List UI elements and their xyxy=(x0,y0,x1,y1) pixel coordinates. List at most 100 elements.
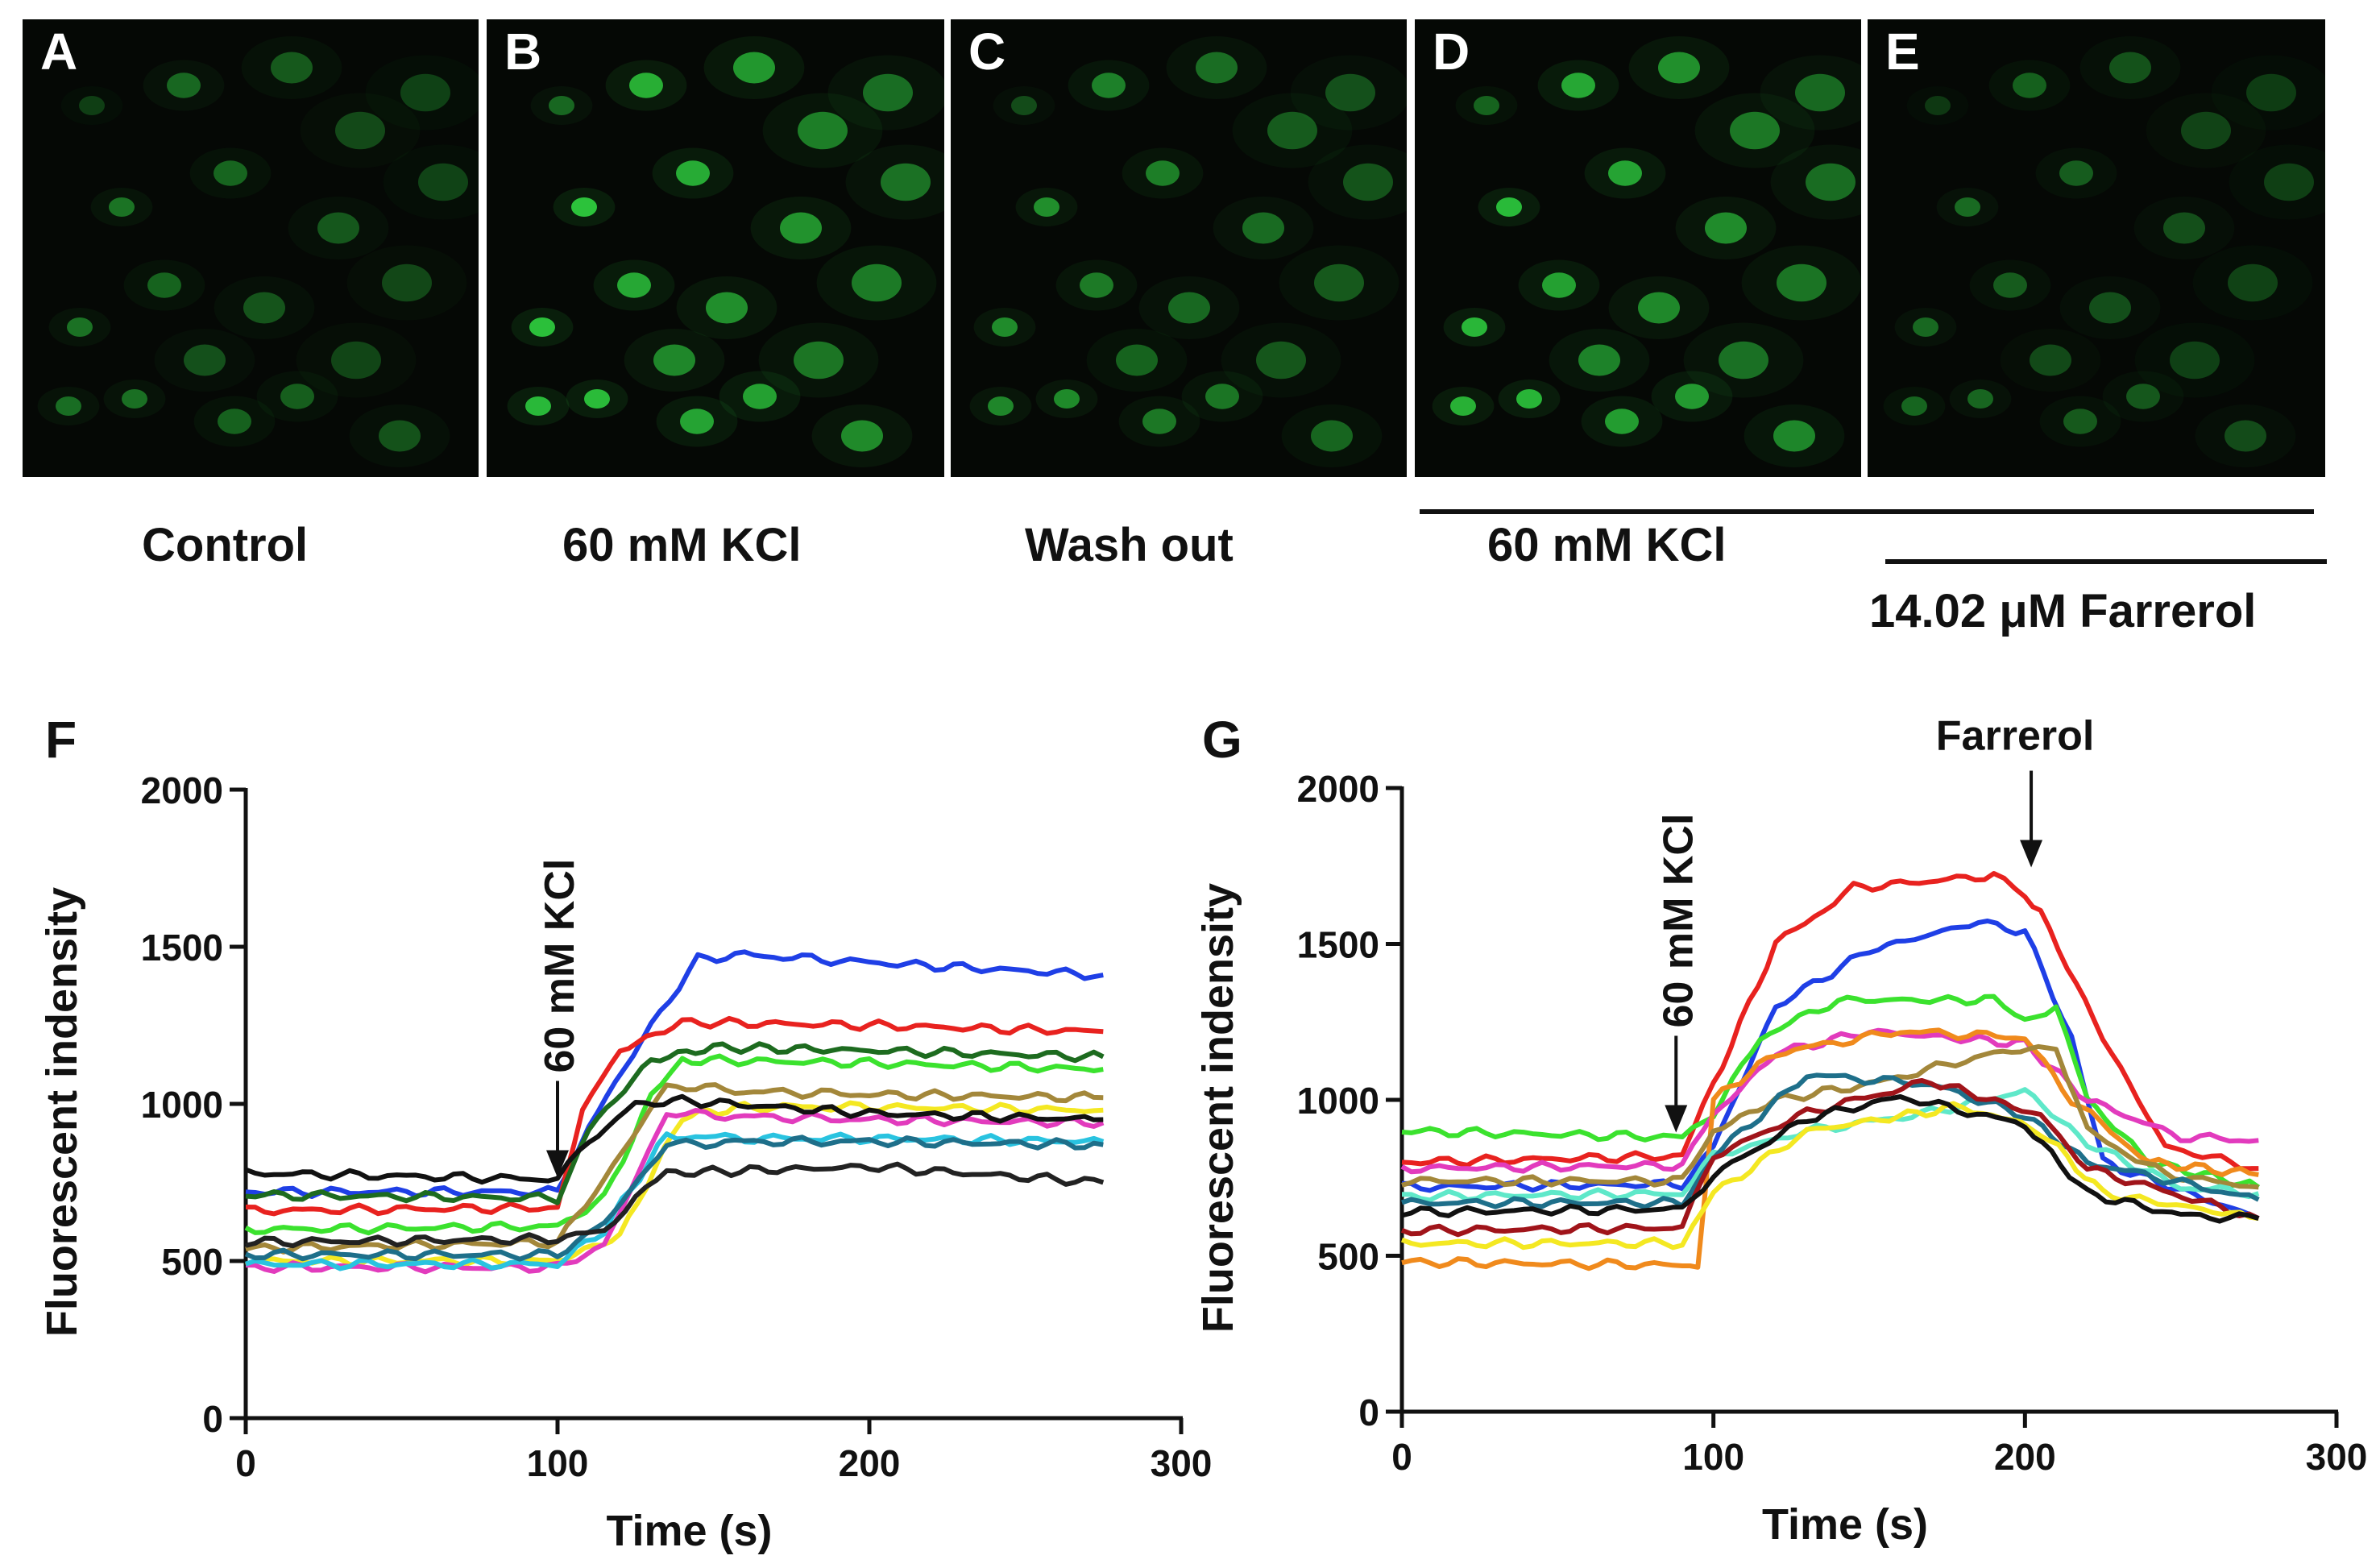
annotation-arrow-head xyxy=(1665,1105,1688,1133)
cell-glow xyxy=(758,322,879,398)
series-line-red xyxy=(1401,871,2259,1172)
cell xyxy=(1450,396,1476,416)
y-tick-label: 1000 xyxy=(141,1084,223,1126)
cell-glow xyxy=(2133,197,2235,259)
cell xyxy=(1080,272,1113,298)
series-line-blue xyxy=(1401,919,2260,1221)
micrograph-b: B xyxy=(487,19,944,477)
cell xyxy=(2126,384,2160,409)
cell xyxy=(1054,389,1080,409)
series-line-black2 xyxy=(245,1161,1105,1249)
cell xyxy=(2181,111,2231,150)
panel-letter: A xyxy=(40,23,78,81)
cell xyxy=(418,163,468,201)
cell-glow xyxy=(530,86,593,125)
cell-glow xyxy=(1232,93,1353,168)
micrograph-d: D xyxy=(1415,19,1861,477)
annotation-arrow-head xyxy=(2020,840,2043,868)
cell-glow xyxy=(1443,308,1506,346)
cell-glow xyxy=(719,371,801,422)
cell-glow xyxy=(1936,188,1999,226)
series-line-magenta xyxy=(1400,1027,2259,1175)
cell-glow xyxy=(1969,259,2051,311)
cell xyxy=(2063,409,2097,434)
cell-glow xyxy=(1055,259,1138,311)
y-tick-label: 500 xyxy=(161,1241,223,1283)
cell-glow xyxy=(845,144,944,220)
cell xyxy=(571,197,597,217)
cell-glow xyxy=(1498,380,1561,418)
cell xyxy=(1242,212,1284,244)
y-axis-label: Fluorescent indensity xyxy=(1194,883,1242,1333)
cell xyxy=(743,384,777,409)
panel-letter: G xyxy=(1202,711,1242,769)
cell xyxy=(214,160,247,186)
cell-glow xyxy=(1478,188,1540,226)
series-line-green xyxy=(1401,993,2261,1189)
micrograph-c: C xyxy=(951,19,1407,477)
cell-glow xyxy=(1118,396,1200,447)
cell-glow xyxy=(1086,329,1188,392)
x-tick-label: 100 xyxy=(1682,1436,1744,1478)
cell-glow xyxy=(193,396,276,447)
cell-glow xyxy=(1744,404,1845,467)
annotation-label: Farrerol xyxy=(1936,712,2095,759)
cells-image xyxy=(1432,36,1861,467)
x-axis-label: Time (s) xyxy=(606,1507,772,1555)
cell xyxy=(243,292,285,324)
y-tick-label: 2000 xyxy=(141,769,223,811)
farrerol-bracket-label: 14.02 μM Farrerol xyxy=(1869,585,2257,637)
series-line-orange xyxy=(1401,1027,2259,1271)
cells-image xyxy=(37,36,468,467)
series-line-teal xyxy=(244,1135,1104,1262)
cell xyxy=(798,111,848,150)
cell-glow xyxy=(1138,276,1240,339)
cell-glow xyxy=(605,60,687,111)
cell-glow xyxy=(652,147,734,199)
cell-glow xyxy=(123,259,205,311)
cell xyxy=(147,272,181,298)
series-line-cyan xyxy=(245,1131,1105,1271)
cell xyxy=(1168,292,1210,324)
series-line-yellow xyxy=(245,1100,1104,1268)
cell xyxy=(1777,263,1826,302)
cell-glow xyxy=(969,387,1032,425)
cell xyxy=(1542,272,1576,298)
cell xyxy=(676,160,710,186)
cell-glow xyxy=(48,308,111,346)
cell xyxy=(2163,212,2205,244)
cell-glow xyxy=(1035,380,1098,418)
cell xyxy=(1806,163,1855,201)
cell xyxy=(852,263,902,302)
panel-letter: F xyxy=(45,711,77,769)
cell-glow xyxy=(1628,36,1730,99)
cell-glow xyxy=(750,197,852,259)
cell-glow xyxy=(1518,259,1600,311)
cell xyxy=(1196,52,1238,84)
cell-glow xyxy=(1608,276,1710,339)
cell xyxy=(841,420,883,452)
cell xyxy=(122,389,147,409)
y-tick-label: 1500 xyxy=(1297,924,1379,966)
annotation-arrow-head xyxy=(546,1150,569,1178)
cell-glow xyxy=(256,371,338,422)
x-tick-label: 0 xyxy=(235,1442,256,1484)
cell xyxy=(733,52,775,84)
farrerol-bracket-line xyxy=(1885,559,2327,564)
kcl-bracket-line xyxy=(1420,509,2314,514)
chart-g: G 0 500 1000 1500 2000 0 100 200 300 Time (s) Fluor… xyxy=(1194,711,2367,1549)
cell-glow xyxy=(1949,380,2012,418)
cell xyxy=(1795,73,1845,112)
cell-glow xyxy=(816,245,937,321)
cell xyxy=(653,344,695,376)
cell-glow xyxy=(703,36,805,99)
cell xyxy=(184,344,226,376)
cell xyxy=(988,396,1014,416)
y-tick-label: 0 xyxy=(202,1398,223,1440)
cell xyxy=(549,96,574,115)
cell xyxy=(1955,197,1980,217)
cell xyxy=(382,263,432,302)
x-tick-label: 100 xyxy=(527,1442,589,1484)
cell-glow xyxy=(1694,93,1815,168)
